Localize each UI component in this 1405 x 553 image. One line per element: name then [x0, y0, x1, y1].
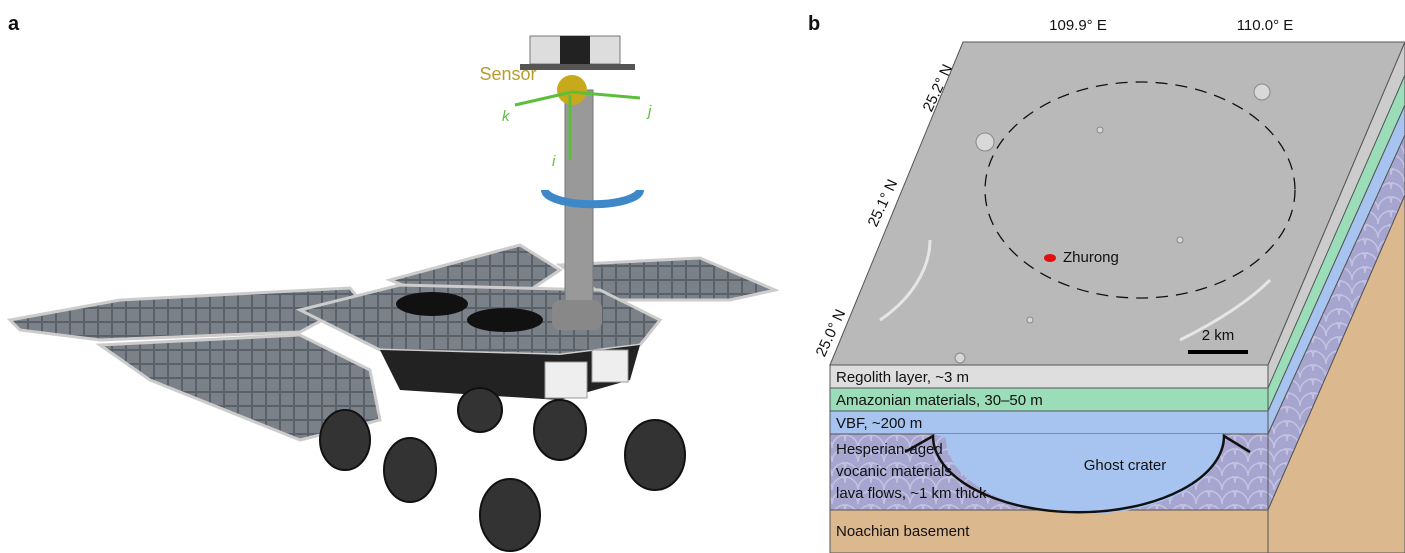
box [592, 350, 628, 382]
panel-label: b [808, 13, 820, 35]
hatch [396, 292, 468, 316]
layer-label: Amazonian materials, 30–50 m [836, 392, 1043, 409]
camera-lens [560, 36, 590, 64]
layer-label: Regolith layer, ~3 m [836, 369, 969, 386]
panel-label: a [8, 13, 20, 35]
layer-label: lava flows, ~1 km thick [836, 485, 987, 502]
longitude-label: 109.9° E [1049, 17, 1107, 34]
layer-label: Noachian basement [836, 523, 970, 540]
sensor-label: Sensor [479, 64, 536, 84]
scale-label: 2 km [1202, 327, 1235, 344]
crater-label: Ghost crater [1084, 457, 1167, 474]
box [545, 362, 587, 398]
longitude-label: 110.0° E [1237, 17, 1294, 34]
panel-b: b 109.9° E 110.0° E 25.2° N 25.1° N 25.0… [808, 13, 1405, 553]
sensor [557, 75, 587, 105]
figure: a Sensor k j i [0, 0, 1405, 553]
hatch [467, 308, 543, 332]
camera-base [520, 64, 635, 70]
axis-label: k [502, 108, 511, 125]
axis-label: i [552, 153, 556, 170]
layer-label: Hesperian-aged [836, 441, 943, 458]
panel-a: a Sensor k j i [8, 13, 775, 551]
layer-label: VBF, ~200 m [836, 415, 922, 432]
axis-label: j [646, 103, 652, 120]
landing-site [1044, 254, 1056, 262]
site-label: Zhurong [1063, 249, 1119, 266]
joint [552, 300, 602, 330]
layer-label: vocanic materials [836, 463, 952, 480]
